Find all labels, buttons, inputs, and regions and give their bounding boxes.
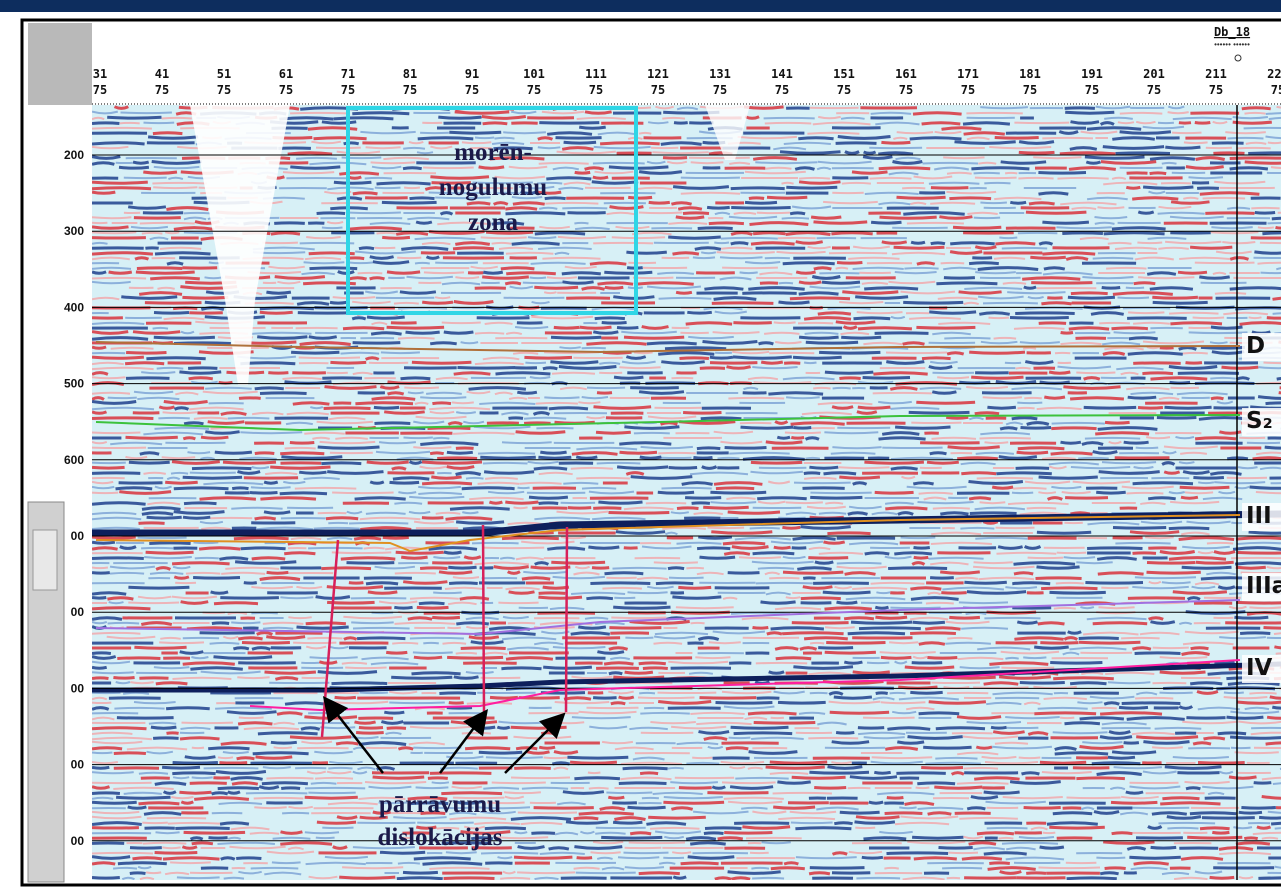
trace-number: 51 (217, 67, 231, 81)
trace-number: 201 (1143, 67, 1165, 81)
trace-number: 131 (709, 67, 731, 81)
title-bar (0, 0, 1281, 12)
zone-annotation: nogulumu (439, 174, 547, 201)
trace-subnumber: 75 (403, 83, 417, 97)
reflector-stripe (1272, 218, 1281, 219)
scrollbar[interactable] (28, 502, 64, 882)
fault-annotation: dislokācijas (377, 824, 502, 851)
seismic-window: Db_18 •••••• •••••• 31 75 41 75 51 75 61 75 71 75… (0, 0, 1281, 890)
trace-subnumber: 75 (1147, 83, 1161, 97)
zone-annotation: zona (468, 209, 519, 236)
line-dots: •••••• •••••• (1214, 40, 1250, 49)
trace-number: 141 (771, 67, 793, 81)
line-id: Db_18 (1214, 25, 1250, 40)
trace-subnumber: 75 (155, 83, 169, 97)
trace-subnumber: 75 (279, 83, 293, 97)
trace-subnumber: 75 (961, 83, 975, 97)
trace-subnumber: 75 (1023, 83, 1037, 97)
reflector-stripe (343, 502, 539, 503)
trace-subnumber: 75 (651, 83, 665, 97)
fault-line (483, 525, 484, 712)
trace-subnumber: 75 (341, 83, 355, 97)
trace-subnumber: 75 (837, 83, 851, 97)
trace-number: 31 (93, 67, 107, 81)
trace-number: 71 (341, 67, 355, 81)
horizon-label: IIIa (1246, 573, 1281, 599)
trace-number: 111 (585, 67, 607, 81)
trace-subnumber: 75 (217, 83, 231, 97)
trace-number: 61 (279, 67, 293, 81)
depth-label: 400 (64, 300, 84, 314)
trace-subnumber: 75 (1085, 83, 1099, 97)
depth-label: 00 (71, 758, 85, 772)
corner-box (28, 23, 92, 105)
trace-subnumber: 75 (775, 83, 789, 97)
trace-number: 151 (833, 67, 855, 81)
depth-label: 500 (64, 377, 84, 391)
depth-label: 300 (64, 224, 84, 238)
horizon-label: S₂ (1246, 408, 1273, 434)
trace-number: 81 (403, 67, 417, 81)
trace-number: 41 (155, 67, 169, 81)
trace-subnumber: 75 (1209, 83, 1223, 97)
fault-line (566, 527, 567, 712)
depth-label: 00 (71, 681, 85, 695)
trace-number: 221 (1267, 67, 1281, 81)
trace-number: 121 (647, 67, 669, 81)
reflector-stripe (417, 152, 433, 153)
trace-subnumber: 75 (589, 83, 603, 97)
depth-label: 600 (64, 453, 84, 467)
trace-number: 181 (1019, 67, 1041, 81)
horizon-label: IV (1246, 655, 1273, 681)
trace-number: 91 (465, 67, 479, 81)
trace-subnumber: 75 (93, 83, 107, 97)
zone-annotation: morēn- (454, 139, 532, 166)
trace-subnumber: 75 (1271, 83, 1281, 97)
trace-subnumber: 75 (713, 83, 727, 97)
trace-number: 191 (1081, 67, 1103, 81)
depth-label: 00 (71, 605, 85, 619)
depth-label: 200 (64, 148, 84, 162)
horizon-label: III (1246, 503, 1272, 529)
depth-label: 00 (71, 834, 85, 848)
trace-number: 161 (895, 67, 917, 81)
reflector-stripe (668, 237, 721, 238)
reflector-stripe (698, 537, 895, 539)
horizon-label: D (1246, 333, 1265, 359)
trace-subnumber: 75 (899, 83, 913, 97)
trace-number: 211 (1205, 67, 1227, 81)
depth-label: 00 (71, 529, 85, 543)
trace-number: 101 (523, 67, 545, 81)
trace-number: 171 (957, 67, 979, 81)
trace-subnumber: 75 (465, 83, 479, 97)
trace-subnumber: 75 (527, 83, 541, 97)
fault-annotation: pārrāvumu (379, 791, 501, 818)
scroll-thumb[interactable] (33, 530, 57, 590)
